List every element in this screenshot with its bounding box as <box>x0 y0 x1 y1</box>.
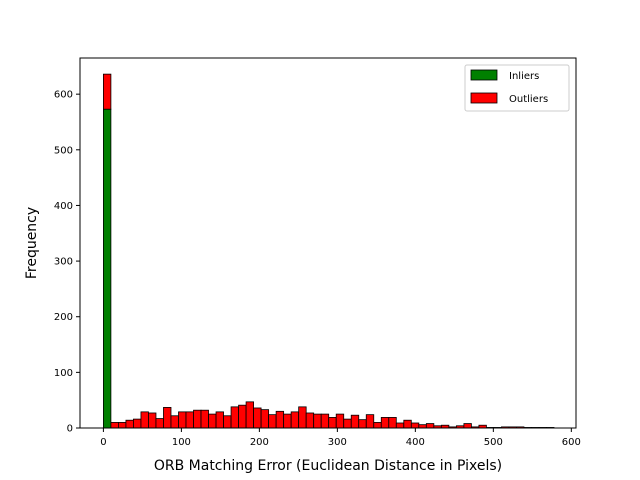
bar-outliers-31 <box>335 413 345 429</box>
bar-outliers-8 <box>163 407 172 429</box>
x-ticks: 0 100 200 300 400 500 600 <box>100 428 581 448</box>
bar-outliers-1 <box>110 422 119 429</box>
x-tick-label: 500 <box>484 437 503 448</box>
bar-outliers-26 <box>298 406 307 429</box>
x-tick-label: 100 <box>172 437 191 448</box>
bar-outliers-22 <box>268 414 277 429</box>
bar-outliers-34 <box>358 419 367 429</box>
bar-outliers-3 <box>125 419 134 429</box>
x-tick-label: 200 <box>250 437 269 448</box>
y-tick-label: 300 <box>54 257 73 268</box>
bar-outliers-18 <box>238 404 247 429</box>
bar-inliers-0 <box>102 108 112 429</box>
bar-outliers-33 <box>350 414 360 429</box>
bar-outliers-32 <box>343 418 352 429</box>
bar-outliers-10 <box>178 411 187 429</box>
bar-outliers-41 <box>410 422 420 429</box>
x-axis-label: ORB Matching Error (Euclidean Distance i… <box>154 458 502 474</box>
axes-frame <box>79 57 577 429</box>
legend-swatch-inliers <box>470 69 498 81</box>
bar-outliers-17 <box>230 406 239 429</box>
bar-outliers-19 <box>245 401 255 429</box>
bar-outliers-20 <box>253 407 262 429</box>
bars-group <box>102 73 555 429</box>
bar-outliers-13 <box>200 409 209 429</box>
y-ticks: 0 100 200 300 400 500 600 <box>54 90 80 435</box>
bar-outliers-15 <box>215 411 224 429</box>
bar-outliers-5 <box>140 411 149 429</box>
y-tick-label: 100 <box>54 368 73 379</box>
bar-outliers-40 <box>403 419 412 429</box>
bar-outliers-39 <box>395 422 405 429</box>
bar-outliers-38 <box>388 417 397 429</box>
bar-outliers-12 <box>193 409 202 429</box>
bar-outliers-25 <box>290 411 300 429</box>
bar-outliers-0 <box>102 73 112 110</box>
bar-outliers-4 <box>133 418 142 429</box>
y-tick-label: 200 <box>54 312 73 323</box>
bar-outliers-7 <box>155 418 164 429</box>
bar-outliers-2 <box>118 422 127 429</box>
bar-outliers-28 <box>313 413 322 429</box>
bar-outliers-11 <box>185 411 194 429</box>
bar-outliers-30 <box>328 417 337 429</box>
y-axis-label: Frequency <box>24 207 40 279</box>
bar-outliers-24 <box>283 413 292 429</box>
bar-outliers-9 <box>170 415 179 429</box>
legend-swatch-outliers <box>470 92 498 104</box>
x-tick-label: 300 <box>328 437 347 448</box>
bar-outliers-21 <box>260 409 270 429</box>
y-tick-label: 600 <box>54 90 73 101</box>
bar-outliers-14 <box>208 413 217 429</box>
x-tick-label: 600 <box>562 437 581 448</box>
bar-outliers-48 <box>463 423 472 429</box>
bar-outliers-27 <box>305 412 315 429</box>
bar-outliers-16 <box>223 415 232 429</box>
y-tick-label: 0 <box>67 424 73 435</box>
bar-outliers-42 <box>418 424 427 429</box>
bar-outliers-29 <box>320 413 330 429</box>
y-tick-label: 500 <box>54 145 73 156</box>
legend-label-outliers: Outliers <box>509 94 548 105</box>
bar-outliers-36 <box>373 422 382 429</box>
x-tick-label: 0 <box>100 437 106 448</box>
bar-outliers-6 <box>148 412 157 429</box>
legend: Inliers Outliers <box>464 64 570 112</box>
bar-outliers-43 <box>425 423 435 429</box>
bar-outliers-35 <box>365 414 375 429</box>
legend-label-inliers: Inliers <box>509 71 539 82</box>
bar-outliers-37 <box>380 417 390 429</box>
bar-outliers-23 <box>275 410 285 429</box>
x-tick-label: 400 <box>406 437 425 448</box>
y-tick-label: 400 <box>54 201 73 212</box>
